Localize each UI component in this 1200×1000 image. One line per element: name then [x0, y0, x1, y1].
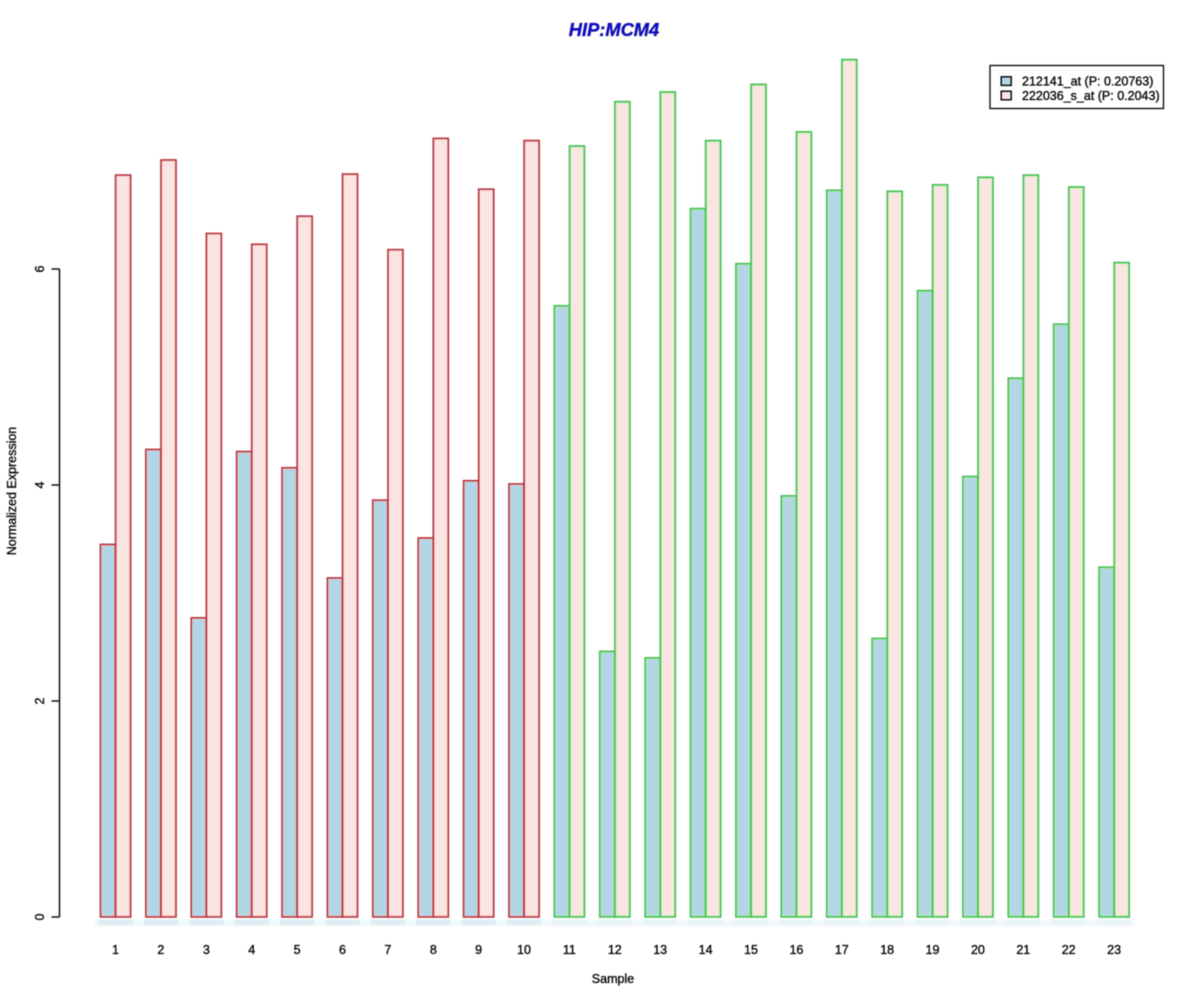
svg-text:0: 0	[33, 913, 47, 920]
svg-text:2: 2	[157, 943, 164, 957]
svg-text:10: 10	[517, 943, 531, 957]
svg-text:15: 15	[744, 943, 758, 957]
svg-text:17: 17	[835, 943, 849, 957]
svg-text:6: 6	[33, 265, 47, 272]
svg-text:HIP:MCM4: HIP:MCM4	[569, 19, 659, 40]
svg-text:4: 4	[33, 481, 47, 488]
svg-text:9: 9	[475, 943, 482, 957]
svg-text:7: 7	[384, 943, 391, 957]
svg-text:20: 20	[971, 943, 985, 957]
svg-text:8: 8	[430, 943, 437, 957]
svg-text:6: 6	[339, 943, 346, 957]
svg-text:18: 18	[880, 943, 894, 957]
svg-text:Normalized Expression: Normalized Expression	[5, 427, 19, 556]
svg-text:13: 13	[653, 943, 667, 957]
svg-text:4: 4	[248, 943, 255, 957]
svg-text:3: 3	[203, 943, 210, 957]
svg-text:12: 12	[608, 943, 622, 957]
svg-text:1: 1	[112, 943, 119, 957]
svg-text:16: 16	[789, 943, 803, 957]
svg-text:2: 2	[33, 697, 47, 704]
svg-text:Sample: Sample	[592, 972, 634, 986]
svg-text:212141_at (P: 0.20763): 212141_at (P: 0.20763)	[1022, 75, 1153, 89]
svg-text:22: 22	[1062, 943, 1076, 957]
svg-text:222036_s_at (P: 0.2043): 222036_s_at (P: 0.2043)	[1022, 89, 1160, 103]
svg-text:21: 21	[1016, 943, 1030, 957]
svg-text:19: 19	[926, 943, 940, 957]
svg-text:5: 5	[294, 943, 301, 957]
svg-text:11: 11	[563, 943, 576, 957]
svg-text:14: 14	[699, 943, 713, 957]
svg-text:23: 23	[1107, 943, 1121, 957]
